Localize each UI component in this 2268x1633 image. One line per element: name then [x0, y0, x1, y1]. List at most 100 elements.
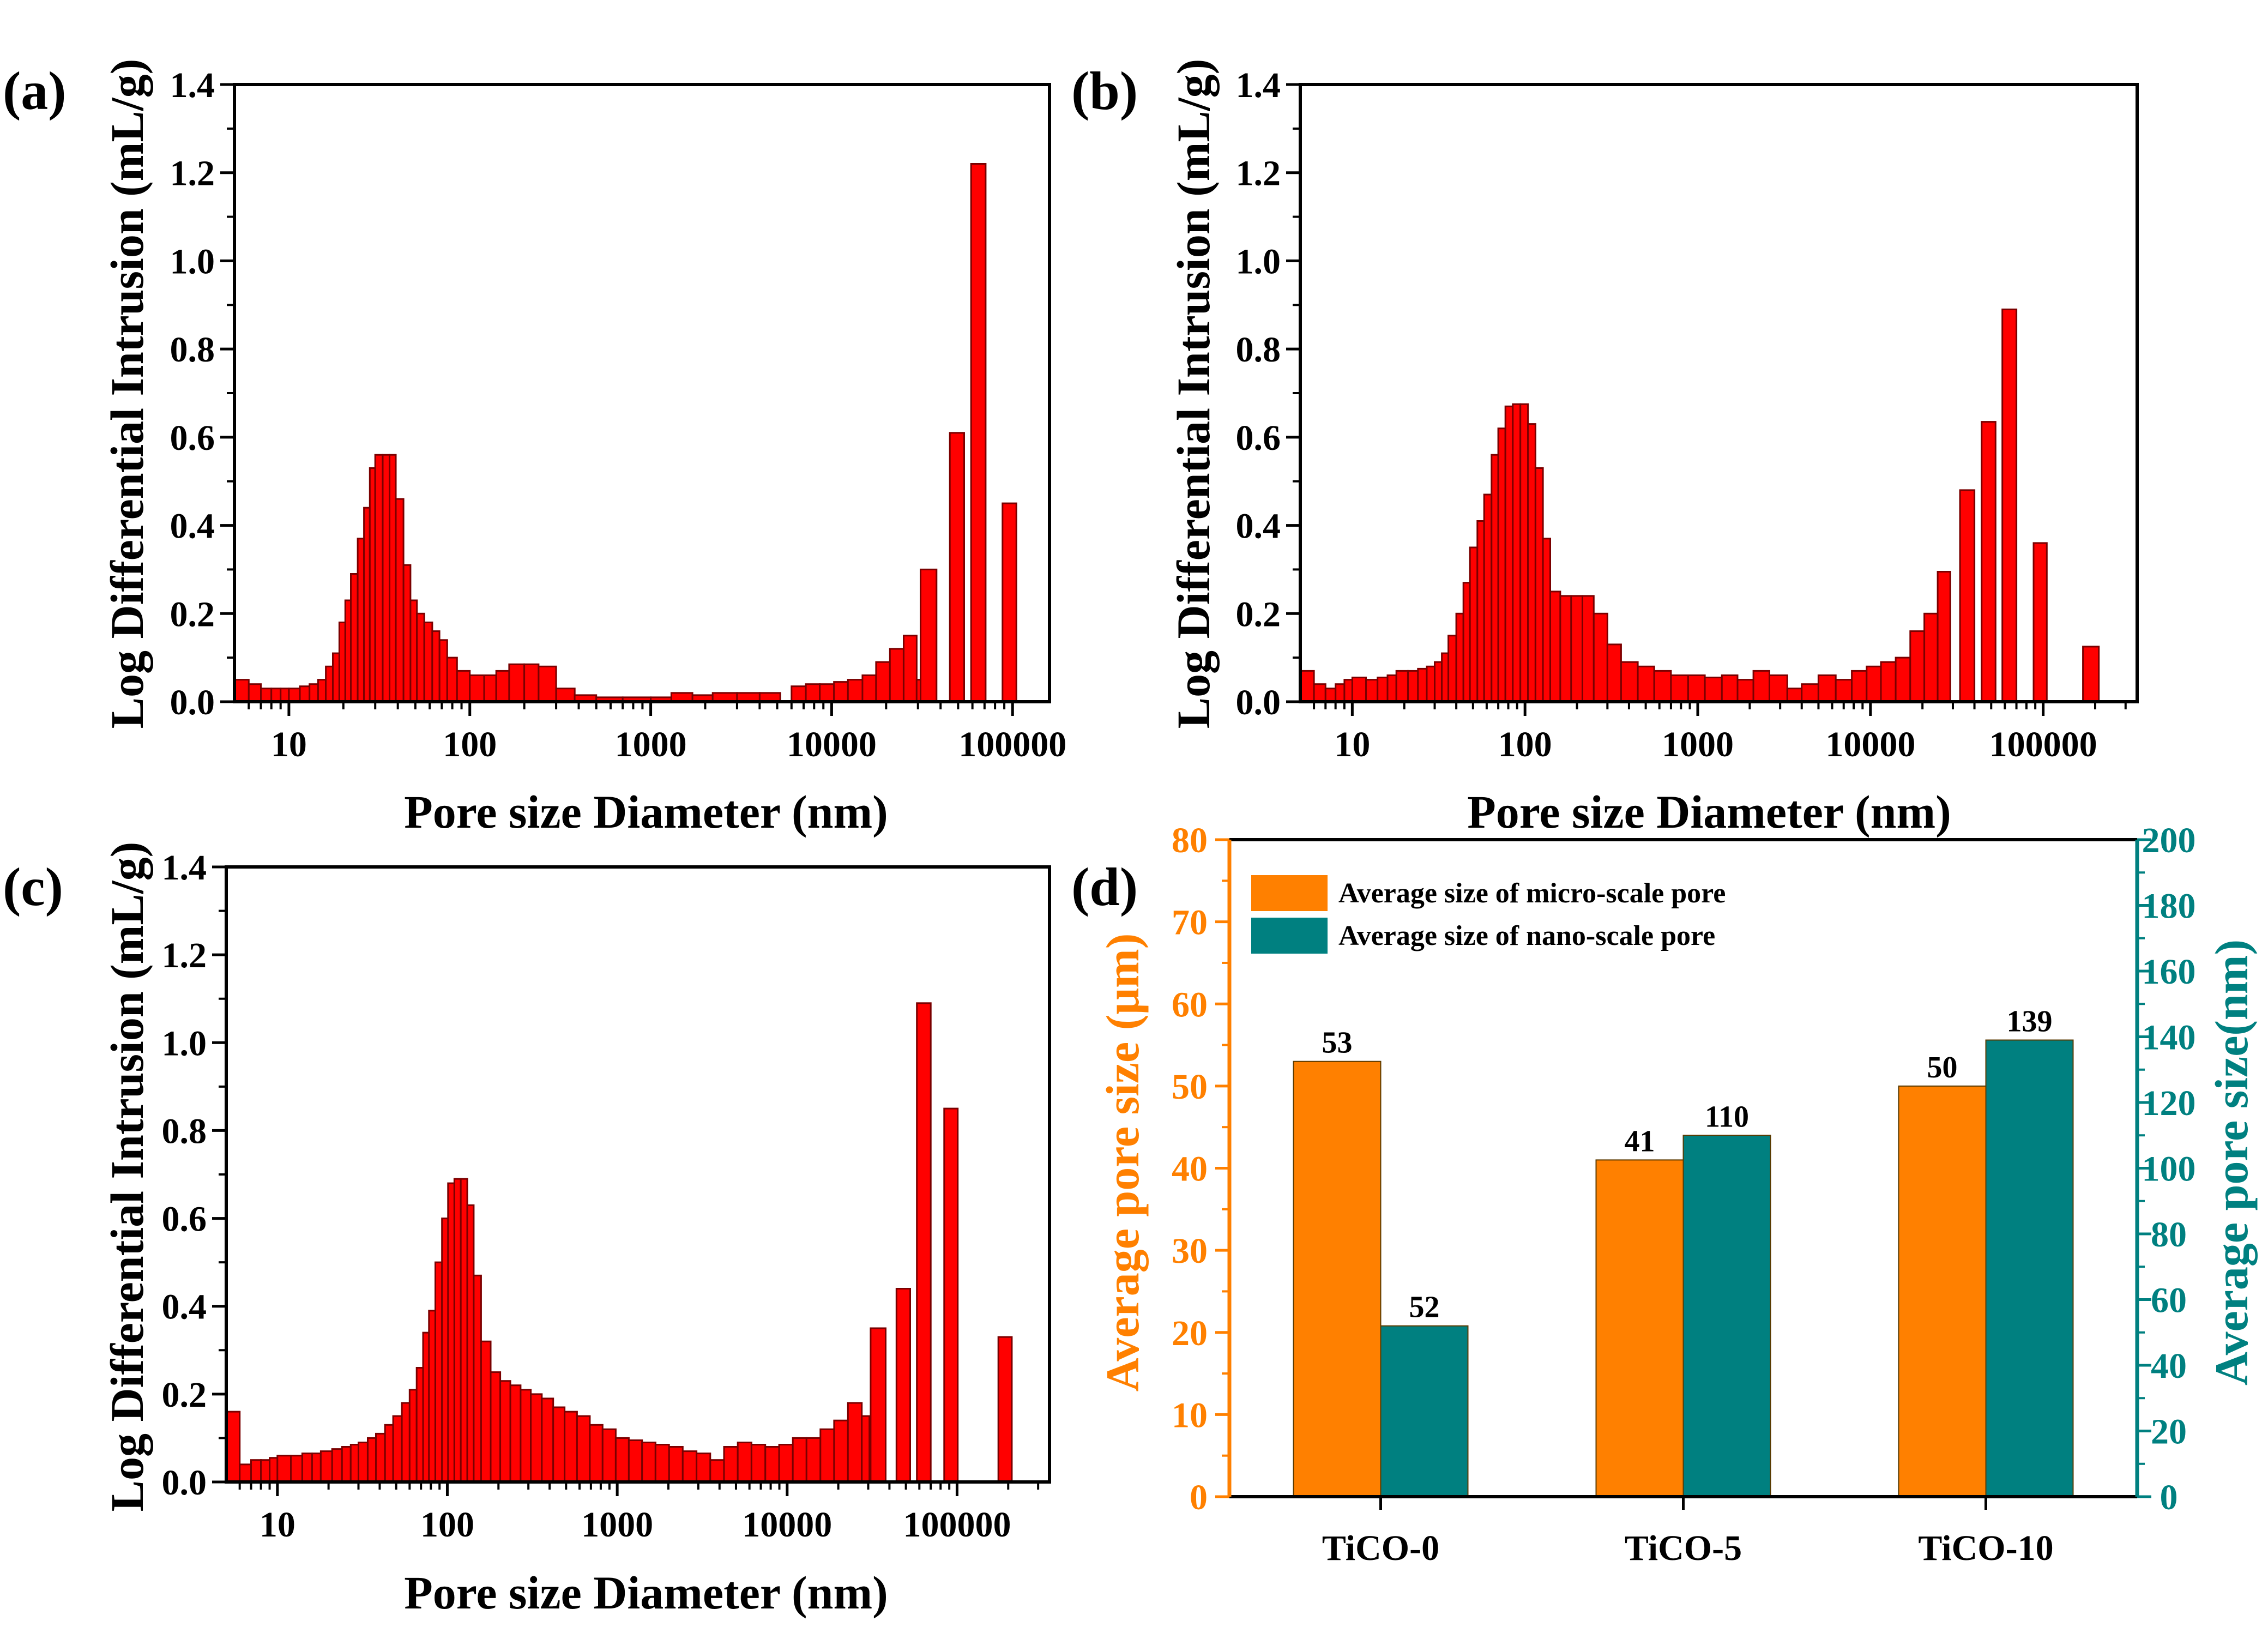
bar-c-47	[681, 1450, 698, 1483]
bar-b-38	[1670, 674, 1689, 703]
y-tick-label-c-7: 1.4	[162, 848, 207, 888]
y-tick-label-b-4: 0.8	[1236, 330, 1281, 370]
bar-b-17	[1462, 582, 1471, 703]
bar-c-13	[358, 1442, 369, 1483]
bar-a-17	[374, 454, 384, 703]
bar-a-2	[260, 688, 273, 703]
bar-c-34	[520, 1389, 532, 1483]
panel-c: (c) Log Differential Intrusion (mL/g) Po…	[3, 842, 1051, 1619]
x-tick-label-a-0: 10	[271, 725, 307, 764]
bar-a-4	[280, 688, 290, 703]
bar-b-57	[1981, 421, 1996, 703]
bar-b-1	[1313, 683, 1326, 703]
legend-label-d-1: Average size of nano-scale pore	[1338, 920, 1715, 951]
bar-a-5	[288, 688, 301, 703]
bar-a-12	[344, 599, 352, 703]
bar-c-54	[778, 1444, 794, 1483]
bar-c-7	[301, 1453, 313, 1483]
bar-a-51	[875, 661, 891, 703]
y-tick-label-d-right-9: 180	[2142, 887, 2196, 926]
bar-value-label-d-1-2: 139	[2007, 1005, 2053, 1039]
plot-area-d: 53 52 TiCO-0 41 110 TiCO-5 50 139 TiCO-10 0 10 20 30…	[1172, 821, 2196, 1568]
x-tick-label-b-1: 100	[1498, 725, 1552, 764]
bar-a-19	[389, 454, 397, 703]
bar-c-33	[509, 1384, 522, 1483]
bar-c-14	[367, 1437, 377, 1483]
bar-c-42	[614, 1437, 630, 1483]
bar-c-38	[564, 1411, 578, 1483]
bar-b-22	[1497, 427, 1506, 703]
y-tick-label-b-5: 1.0	[1236, 242, 1281, 281]
bar-a-0	[233, 679, 250, 703]
y-tick-label-d-right-3: 60	[2151, 1281, 2187, 1321]
x-tick-label-a-3: 10000	[787, 725, 877, 764]
bar-b-18	[1469, 546, 1479, 703]
bar-c-43	[628, 1439, 643, 1483]
x-axis-label-a: Pore size Diameter (nm)	[404, 786, 888, 838]
bar-b-12	[1426, 665, 1435, 703]
bar-c-22	[428, 1310, 436, 1483]
bar-b-16	[1455, 612, 1464, 703]
bar-b-9	[1395, 670, 1409, 703]
bar-a-15	[363, 507, 371, 703]
bar-b-46	[1801, 683, 1819, 703]
bar-c-30	[480, 1340, 492, 1483]
bar-a-13	[350, 573, 359, 703]
bar-a-49	[847, 679, 864, 703]
bar-c-10	[331, 1448, 343, 1483]
y-tick-label-c-6: 1.2	[162, 936, 207, 975]
y-tick-label-d-right-1: 20	[2151, 1412, 2187, 1452]
bar-d-1-2	[1985, 1039, 2074, 1497]
x-tick-label-b-2: 1000	[1662, 725, 1734, 764]
x-tick-label-d-0: TiCO-0	[1322, 1528, 1439, 1568]
y-tick-label-d-left-5: 50	[1172, 1067, 1208, 1107]
bar-c-57	[819, 1428, 835, 1483]
y-tick-label-a-4: 0.8	[170, 330, 215, 370]
bar-c-9	[319, 1450, 333, 1483]
bar-c-40	[589, 1424, 604, 1483]
bar-c-25	[447, 1182, 455, 1483]
y-tick-label-c-5: 1.0	[162, 1023, 207, 1063]
bar-c-8	[311, 1453, 322, 1483]
bar-b-31	[1570, 595, 1584, 703]
bar-b-0	[1299, 670, 1315, 703]
bar-c-6	[290, 1455, 303, 1483]
x-tick-label-a-4: 100000	[958, 725, 1066, 764]
bar-a-30	[483, 674, 497, 703]
x-tick-label-b-0: 10	[1334, 725, 1370, 764]
bar-a-27	[446, 656, 458, 703]
bar-b-47	[1817, 674, 1837, 703]
bar-a-3	[270, 688, 282, 703]
bar-b-7	[1377, 677, 1389, 703]
bar-c-37	[552, 1406, 566, 1483]
y-tick-label-d-left-6: 60	[1172, 985, 1208, 1025]
y-tick-label-b-3: 0.6	[1236, 418, 1281, 458]
bar-a-14	[357, 538, 365, 703]
bar-a-45	[791, 685, 807, 703]
x-tick-label-c-0: 10	[260, 1505, 295, 1545]
bar-b-25	[1519, 403, 1529, 703]
bar-a-20	[395, 498, 405, 703]
panel-label-b: (b)	[1071, 61, 1138, 121]
bar-a-26	[438, 639, 448, 703]
bar-c-26	[453, 1178, 462, 1483]
panel-a: (a) Log Differential Intrusion (mL/g) Po…	[3, 59, 1066, 838]
y-tick-label-a-6: 1.2	[170, 154, 215, 194]
bar-b-2	[1324, 688, 1337, 703]
plot-area-a: 0.0 0.2 0.4 0.6 0.8 1.0 1.2 1.4 10 100 1000 10000 10…	[170, 65, 1067, 764]
bar-a-8	[317, 679, 327, 703]
bar-c-31	[490, 1371, 502, 1483]
bar-c-45	[654, 1444, 670, 1483]
x-tick-label-a-2: 1000	[615, 725, 687, 764]
bar-a-58	[1002, 502, 1017, 703]
x-tick-label-c-3: 10000	[742, 1505, 832, 1545]
bar-b-50	[1866, 665, 1882, 703]
bar-c-4	[269, 1457, 279, 1483]
y-tick-label-d-left-4: 40	[1172, 1149, 1208, 1189]
bar-b-27	[1534, 467, 1544, 703]
bar-a-7	[309, 683, 319, 703]
y-tick-label-d-left-7: 70	[1172, 903, 1208, 943]
y-tick-label-d-left-8: 80	[1172, 821, 1208, 860]
y-axis-label-d-right: Average pore size(nm)	[2205, 939, 2258, 1385]
